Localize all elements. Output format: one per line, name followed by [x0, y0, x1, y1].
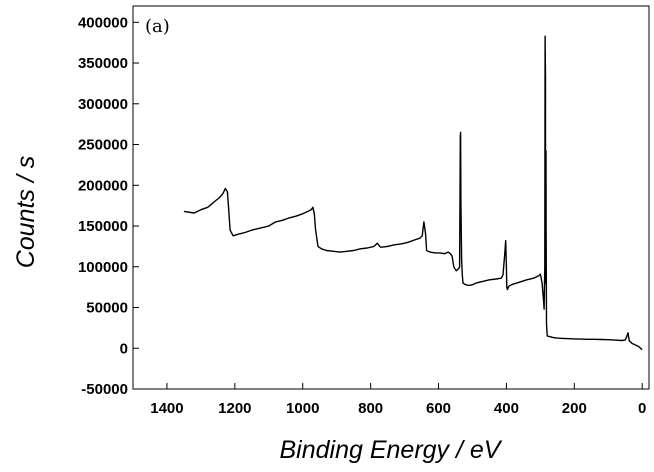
y-tick-label: 0 — [120, 340, 128, 357]
x-tick-label: 600 — [426, 400, 451, 417]
x-tick-label: 0 — [638, 400, 646, 417]
y-tick-label: 350000 — [78, 55, 128, 72]
x-tick-label: 800 — [358, 400, 383, 417]
y-axis: -50000 0 50000 100000 150000 200000 250000 3000… — [78, 14, 139, 398]
y-tick-label: 400000 — [78, 14, 128, 31]
y-tick-label: 50000 — [86, 300, 128, 317]
plot-frame — [133, 6, 649, 389]
y-axis-title: Counts / s — [12, 156, 40, 269]
x-tick-label: 400 — [494, 400, 519, 417]
y-tick-label: 250000 — [78, 137, 128, 154]
x-tick-label: 1400 — [150, 400, 183, 417]
y-tick-label: 150000 — [78, 218, 128, 235]
spectrum-line — [184, 36, 642, 349]
panel-label: (a) — [145, 16, 170, 37]
y-tick-label: 100000 — [78, 259, 128, 276]
y-tick-label: 300000 — [78, 96, 128, 113]
x-axis: 1400 1200 1000 800 600 400 200 0 — [150, 383, 646, 417]
x-axis-title: Binding Energy / eV — [280, 436, 503, 464]
y-tick-label: 200000 — [78, 177, 128, 194]
x-tick-label: 1200 — [218, 400, 251, 417]
xps-survey-chart: (a) -50000 0 50000 100000 150000 200000 250000… — [0, 0, 654, 472]
x-tick-label: 200 — [562, 400, 587, 417]
y-tick-label: -50000 — [81, 381, 128, 398]
x-tick-label: 1000 — [286, 400, 319, 417]
